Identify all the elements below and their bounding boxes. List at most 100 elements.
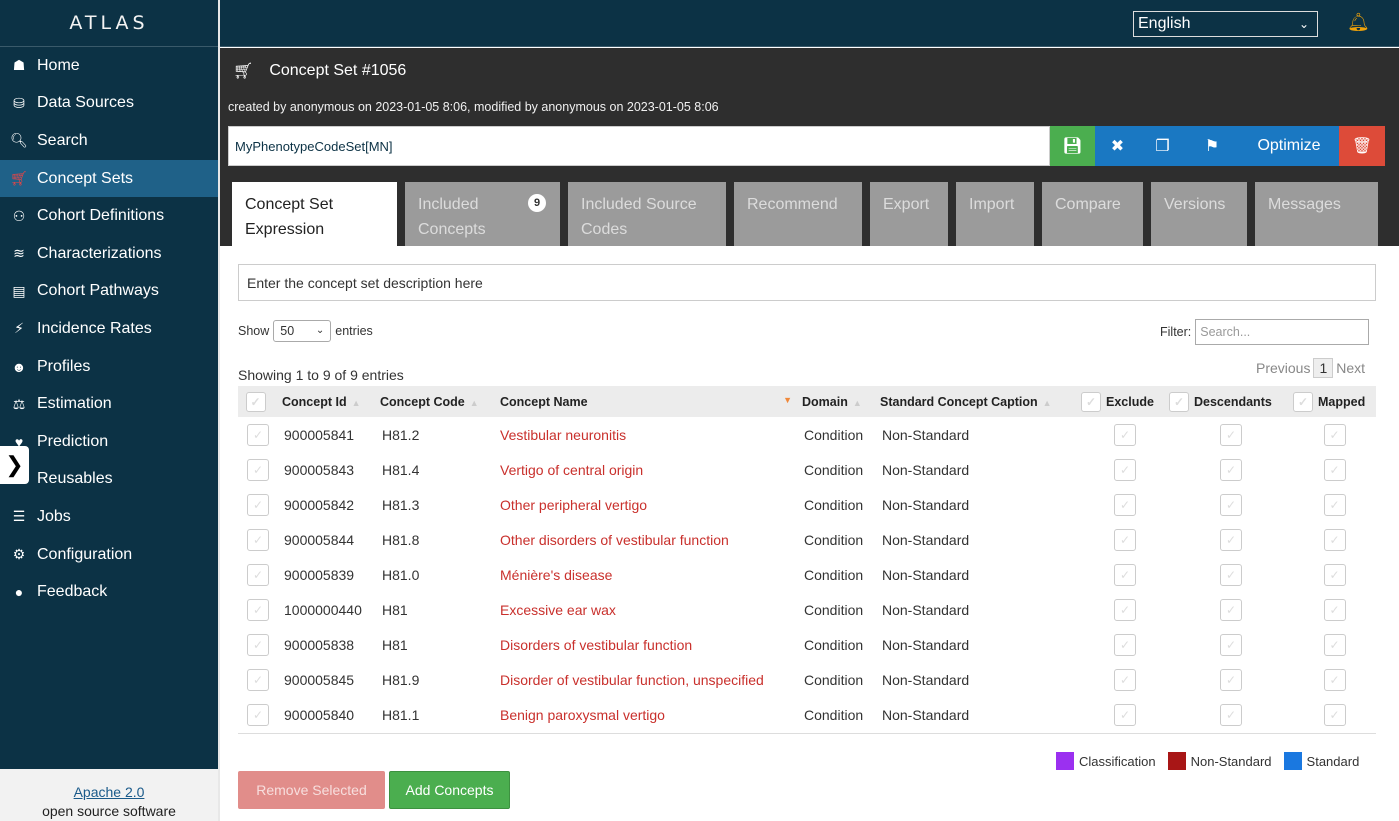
row-select-checkbox[interactable]: ✓ xyxy=(247,633,269,656)
concept-name-link[interactable]: Benign paroxysmal vertigo xyxy=(500,706,665,723)
column-header-exclude[interactable]: ✓ Exclude xyxy=(1081,391,1169,412)
concept-name-link[interactable]: Disorder of vestibular function, unspeci… xyxy=(500,671,764,688)
mapped-checkbox[interactable]: ✓ xyxy=(1323,703,1346,726)
descendants-checkbox[interactable]: ✓ xyxy=(1220,528,1242,551)
sidebar-item-incidence-rates[interactable]: ⚡︎ Incidence Rates xyxy=(0,310,218,348)
concept-name-link[interactable]: Vertigo of central origin xyxy=(500,461,644,478)
tab-messages[interactable]: Messages xyxy=(1255,182,1378,246)
concept-name-link[interactable]: Other disorders of vestibular function xyxy=(500,531,729,548)
copy-button[interactable]: ❐ xyxy=(1140,126,1185,166)
row-select-checkbox[interactable]: ✓ xyxy=(247,493,269,516)
column-header-standard-concept-caption[interactable]: Standard Concept Caption ▲ xyxy=(880,394,1052,409)
descendants-checkbox[interactable]: ✓ xyxy=(1220,458,1242,481)
tags-button[interactable]: ⚑ xyxy=(1185,126,1239,166)
descendants-checkbox[interactable]: ✓ xyxy=(1220,633,1242,656)
exclude-checkbox[interactable]: ✓ xyxy=(1114,493,1136,516)
descendants-checkbox[interactable]: ✓ xyxy=(1220,493,1242,516)
descendants-checkbox[interactable]: ✓ xyxy=(1220,703,1242,726)
concept-name-link[interactable]: Ménière's disease xyxy=(500,566,613,583)
exclude-checkbox[interactable]: ✓ xyxy=(1114,563,1136,586)
descendants-checkbox[interactable]: ✓ xyxy=(1220,668,1242,691)
description-input[interactable]: Enter the concept set description here xyxy=(238,264,1376,301)
exclude-checkbox[interactable]: ✓ xyxy=(1114,528,1136,551)
mapped-checkbox[interactable]: ✓ xyxy=(1323,528,1346,551)
sidebar-item-cohort-pathways[interactable]: ▤ Cohort Pathways xyxy=(0,273,218,311)
filter-input[interactable]: Search... xyxy=(1195,319,1370,345)
mapped-checkbox[interactable]: ✓ xyxy=(1323,493,1346,516)
row-select-checkbox[interactable]: ✓ xyxy=(247,528,269,551)
add-concepts-button[interactable]: Add Concepts xyxy=(389,771,510,809)
bell-icon[interactable]: 🔔︎ xyxy=(1347,12,1370,32)
page-size-select[interactable]: 50 ⌄ xyxy=(273,320,332,342)
exclude-checkbox[interactable]: ✓ xyxy=(1114,598,1136,621)
sidebar-item-search[interactable]: 🔍︎ Search xyxy=(0,122,218,160)
save-button[interactable]: 💾︎ xyxy=(1050,126,1095,166)
mapped-checkbox[interactable]: ✓ xyxy=(1323,668,1346,691)
row-select-checkbox[interactable]: ✓ xyxy=(247,703,269,726)
sidebar-item-prediction[interactable]: ♥ Prediction xyxy=(0,423,218,461)
row-select-checkbox[interactable]: ✓ xyxy=(247,598,269,621)
column-header-mapped[interactable]: ✓ Mapped xyxy=(1293,391,1376,412)
sidebar-item-reusables[interactable]: ♻Reusables xyxy=(0,461,218,499)
concept-set-name-input[interactable]: MyPhenotypeCodeSet[MN] xyxy=(228,126,1050,166)
sidebar-item-estimation[interactable]: ⚖ Estimation xyxy=(0,385,218,423)
license-link[interactable]: Apache 2.0 xyxy=(73,784,145,800)
column-header-concept-id[interactable]: Concept Id ▲ xyxy=(282,394,361,409)
row-select-checkbox[interactable]: ✓ xyxy=(247,668,269,691)
close-button[interactable]: ✖ xyxy=(1095,126,1140,166)
exclude-checkbox[interactable]: ✓ xyxy=(1114,458,1136,481)
tab-import[interactable]: Import xyxy=(956,182,1034,246)
page-1-button[interactable]: 1 xyxy=(1313,358,1334,378)
concept-name-link[interactable]: Vestibular neuronitis xyxy=(500,426,627,443)
tab-concept-set-expression[interactable]: Concept Set Expression xyxy=(232,182,397,246)
concept-name-link[interactable]: Other peripheral vertigo xyxy=(500,496,648,513)
mapped-checkbox[interactable]: ✓ xyxy=(1323,598,1346,621)
row-select-checkbox[interactable]: ✓ xyxy=(247,458,269,481)
sidebar-item-feedback[interactable]: ● Feedback xyxy=(0,573,218,611)
exclude-checkbox[interactable]: ✓ xyxy=(1114,668,1136,691)
column-header-concept-code[interactable]: Concept Code ▲ xyxy=(380,394,479,409)
descendants-checkbox[interactable]: ✓ xyxy=(1220,423,1242,446)
remove-selected-button[interactable]: Remove Selected xyxy=(238,771,385,809)
sidebar-toggle-button[interactable]: ❯ xyxy=(0,446,29,484)
next-page-button[interactable]: Next xyxy=(1336,360,1366,376)
language-select[interactable]: English ⌄ xyxy=(1133,11,1318,37)
optimize-button[interactable]: Optimize xyxy=(1239,126,1339,166)
brand-logo[interactable]: ATLAS xyxy=(0,0,218,47)
concept-name-link[interactable]: Excessive ear wax xyxy=(500,601,616,618)
sidebar-item-configuration[interactable]: ⚙ Configuration xyxy=(0,536,218,574)
tab-included-source-codes[interactable]: Included Source Codes xyxy=(568,182,726,246)
column-header-descendants[interactable]: ✓ Descendants xyxy=(1169,391,1293,412)
select-all-checkbox[interactable]: ✓ xyxy=(245,391,266,412)
sidebar-item-cohort-definitions[interactable]: ⚇ Cohort Definitions xyxy=(0,197,218,235)
descendants-all-checkbox[interactable]: ✓ xyxy=(1169,391,1189,412)
mapped-checkbox[interactable]: ✓ xyxy=(1323,423,1346,446)
tab-export[interactable]: Export xyxy=(870,182,948,246)
mapped-checkbox[interactable]: ✓ xyxy=(1323,563,1346,586)
row-select-checkbox[interactable]: ✓ xyxy=(247,423,269,446)
exclude-all-checkbox[interactable]: ✓ xyxy=(1081,391,1101,412)
mapped-all-checkbox[interactable]: ✓ xyxy=(1293,391,1313,412)
sidebar-item-jobs[interactable]: ☰ Jobs xyxy=(0,498,218,536)
delete-button[interactable]: 🗑︎ xyxy=(1339,126,1385,166)
exclude-checkbox[interactable]: ✓ xyxy=(1114,703,1136,726)
descendants-checkbox[interactable]: ✓ xyxy=(1220,598,1242,621)
sidebar-item-concept-sets[interactable]: 🛒︎ Concept Sets xyxy=(0,159,218,198)
previous-page-button[interactable]: Previous xyxy=(1256,360,1311,376)
mapped-checkbox[interactable]: ✓ xyxy=(1323,633,1346,656)
column-header-concept-name[interactable]: Concept Name ▼ xyxy=(500,394,792,409)
row-select-checkbox[interactable]: ✓ xyxy=(247,563,269,586)
tab-included-concepts[interactable]: Included Concepts 9 xyxy=(405,182,560,246)
sidebar-item-profiles[interactable]: ☻ Profiles xyxy=(0,348,218,386)
descendants-checkbox[interactable]: ✓ xyxy=(1220,563,1242,586)
concept-name-link[interactable]: Disorders of vestibular function xyxy=(500,636,693,653)
exclude-checkbox[interactable]: ✓ xyxy=(1114,423,1136,446)
sidebar-item-home[interactable]: ☗ Home xyxy=(0,47,218,85)
column-header-domain[interactable]: Domain ▲ xyxy=(802,394,862,409)
tab-versions[interactable]: Versions xyxy=(1151,182,1247,246)
mapped-checkbox[interactable]: ✓ xyxy=(1323,458,1346,481)
exclude-checkbox[interactable]: ✓ xyxy=(1114,633,1136,656)
sidebar-item-data-sources[interactable]: ⛁ Data Sources xyxy=(0,85,218,123)
tab-recommend[interactable]: Recommend xyxy=(734,182,862,246)
tab-compare[interactable]: Compare xyxy=(1042,182,1143,246)
